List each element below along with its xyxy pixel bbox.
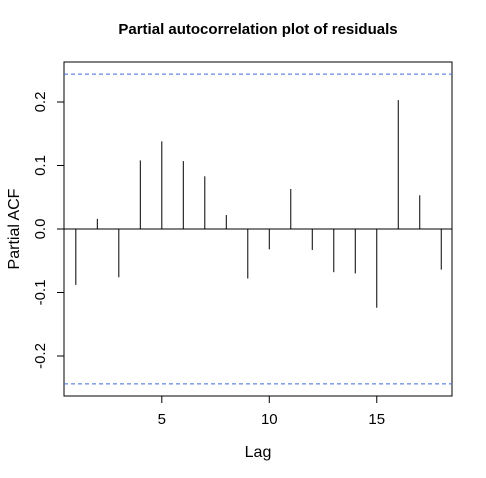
y-axis: -0.2 -0.1 0.0 0.1 0.2 bbox=[32, 92, 65, 369]
y-tick-label: 0.1 bbox=[32, 155, 49, 176]
x-tick-label: 5 bbox=[158, 411, 166, 428]
y-axis-label: Partial ACF bbox=[6, 188, 23, 269]
pacf-bars bbox=[75, 100, 442, 308]
x-axis-label: Lag bbox=[245, 444, 272, 461]
y-tick-label: -0.1 bbox=[32, 280, 49, 306]
x-axis: 5 10 15 bbox=[158, 395, 385, 428]
x-tick-label: 15 bbox=[368, 411, 385, 428]
y-tick-label: -0.2 bbox=[32, 343, 49, 369]
y-tick-label: 0.2 bbox=[32, 92, 49, 113]
confidence-bounds bbox=[64, 73, 452, 385]
y-tick-label: 0.0 bbox=[32, 219, 49, 240]
x-tick-label: 10 bbox=[261, 411, 278, 428]
chart-title: Partial autocorrelation plot of residual… bbox=[118, 21, 397, 38]
